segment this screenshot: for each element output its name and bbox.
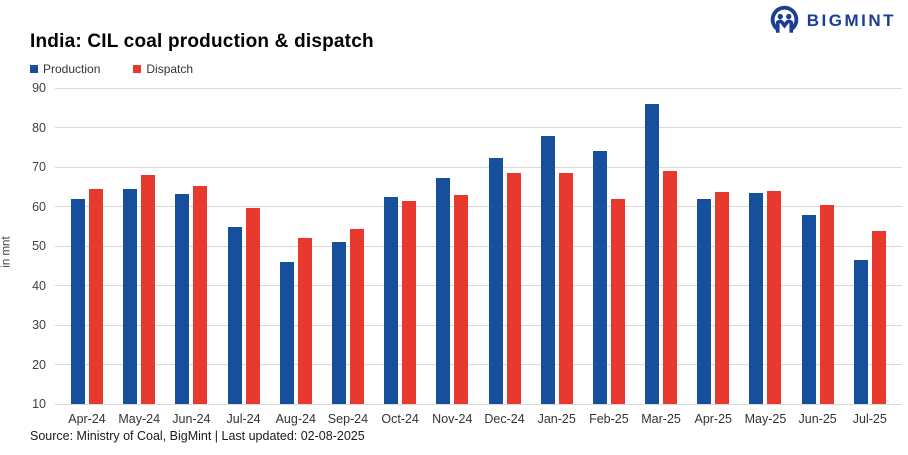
dispatch-bar-jul-24[interactable] [245,208,260,404]
bar-group-apr-25: Apr-25 [694,88,732,426]
gridline [55,324,902,326]
gridline [55,206,902,207]
dispatch-bar-oct-24[interactable] [402,200,417,404]
y-tick-label: 80 [32,120,46,135]
bar-group-mar-25: Mar-25 [641,88,681,426]
production-bar-nov-24[interactable] [436,178,451,404]
bigmint-logo: BIGMINT [769,5,896,36]
gridline [55,127,902,128]
x-tick-label: Jan-25 [537,412,576,426]
production-bar-jun-24[interactable] [175,194,190,404]
production-bar-dec-24[interactable] [488,157,503,404]
x-tick-label: Jul-24 [226,412,261,426]
dispatch-bar-may-24[interactable] [141,174,156,404]
plot-area: Apr-24 May-24 Jun-24 Jul-24 Aug-24 Sep-24 Oct-… [55,87,902,426]
x-tick-label: Feb-25 [589,412,629,426]
x-tick-label: Jun-24 [172,412,211,426]
production-bar-aug-24[interactable] [279,261,294,404]
x-tick-label: Oct-24 [381,412,419,426]
y-tick-label: 90 [32,81,46,95]
x-tick-label: Aug-24 [275,412,316,426]
gridline [55,245,902,247]
production-bar-jul-25[interactable] [853,260,868,404]
dispatch-bar-jun-25[interactable] [819,204,834,404]
dispatch-bar-apr-24[interactable] [89,189,103,404]
y-axis-title: in mnt [0,236,13,268]
legend-swatch-icon [30,65,38,73]
y-tick-label: 60 [32,199,46,214]
dispatch-bar-may-25[interactable] [767,190,782,404]
production-bar-apr-25[interactable] [697,198,712,404]
production-bar-apr-24[interactable] [71,199,85,404]
dispatch-bar-sep-24[interactable] [349,228,364,404]
chart-legend: Production Dispatch [30,62,193,76]
bar-groups: Apr-24 May-24 Jun-24 Jul-24 Aug-24 Sep-24 Oct-… [55,88,902,426]
production-bar-mar-25[interactable] [645,104,660,404]
production-bar-jan-25[interactable] [540,136,555,404]
dispatch-bar-jan-25[interactable] [558,172,573,404]
bar-group-dec-24: Dec-24 [484,88,525,426]
bar-group-aug-24: Aug-24 [276,88,316,426]
x-tick-label: Jul-25 [852,412,887,426]
bar-group-nov-24: Nov-24 [432,88,472,426]
x-tick-label: Nov-24 [432,412,473,426]
production-bar-feb-25[interactable] [592,150,607,404]
legend-swatch-icon [133,65,142,73]
dispatch-bar-mar-25[interactable] [663,170,678,404]
y-tick-label: 40 [32,278,46,293]
dispatch-bar-apr-25[interactable] [715,192,730,404]
x-tick-label: Dec-24 [484,412,525,426]
production-bar-oct-24[interactable] [384,196,399,404]
x-tick-label: Apr-25 [694,412,733,426]
gridline [55,403,902,405]
dispatch-bar-aug-24[interactable] [297,238,312,404]
bar-group-jul-24: Jul-24 [227,88,261,426]
y-tick-label: 10 [32,397,46,411]
x-tick-label: May-25 [744,412,787,426]
bar-group-may-24: May-24 [118,88,160,426]
legend-item-production: Production [30,62,100,76]
gridline [55,166,902,168]
dispatch-bar-dec-24[interactable] [506,172,521,404]
legend-item-dispatch: Dispatch [133,62,193,76]
dispatch-bar-nov-24[interactable] [454,194,469,404]
bar-group-oct-24: Oct-24 [381,88,419,426]
production-bar-may-25[interactable] [749,193,764,404]
gridline [55,364,902,365]
bar-group-apr-24: Apr-24 [68,88,106,426]
bar-group-sep-24: Sep-24 [328,88,368,426]
bar-group-may-25: May-25 [745,88,786,426]
y-axis: 90 80 70 60 50 40 30 20 10 [0,81,46,411]
legend-label: Production [43,62,101,76]
gridline [55,87,902,89]
bar-group-jul-25: Jul-25 [853,88,887,426]
bar-group-feb-25: Feb-25 [589,88,629,426]
legend-label: Dispatch [146,62,194,76]
bar-group-jan-25: Jan-25 [538,88,576,426]
y-tick-label: 50 [32,239,46,253]
bar-group-jun-24: Jun-24 [172,88,210,426]
production-bar-jun-25[interactable] [801,215,816,404]
x-tick-label: Sep-24 [327,412,369,426]
logo-wordmark: BIGMINT [806,10,896,30]
bigmint-people-m-icon [769,5,800,36]
y-tick-label: 70 [32,160,46,174]
gridline [55,285,902,286]
chart-title: India: CIL coal production & dispatch [30,31,374,52]
dispatch-bar-jul-25[interactable] [871,231,886,404]
y-tick-label: 30 [32,318,46,332]
x-tick-label: Apr-24 [68,412,106,426]
production-bar-may-24[interactable] [123,189,138,404]
dispatch-bar-feb-25[interactable] [610,198,625,404]
y-tick-label: 20 [32,357,46,372]
x-tick-label: Jun-25 [798,412,837,426]
production-bar-sep-24[interactable] [331,242,346,404]
source-note: Source: Ministry of Coal, BigMint | Last… [30,429,365,443]
production-bar-jul-24[interactable] [227,226,242,404]
bar-group-jun-25: Jun-25 [799,88,837,426]
dispatch-bar-jun-24[interactable] [193,185,208,404]
x-tick-label: May-24 [118,412,161,426]
x-tick-label: Mar-25 [641,412,681,426]
